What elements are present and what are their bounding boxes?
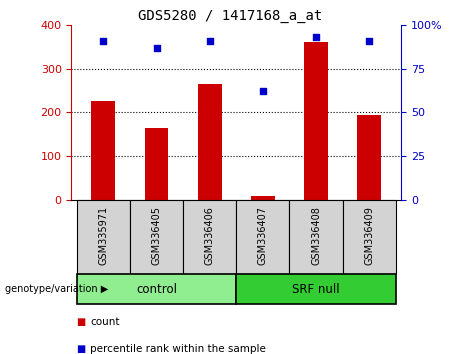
Text: ■: ■ — [76, 344, 85, 354]
Text: GSM336408: GSM336408 — [311, 206, 321, 265]
Text: GSM336405: GSM336405 — [152, 206, 161, 265]
Point — [206, 38, 213, 44]
Text: GSM336406: GSM336406 — [205, 206, 215, 265]
Bar — [77, 274, 236, 304]
Bar — [183, 200, 236, 274]
Text: SRF null: SRF null — [292, 283, 340, 296]
Bar — [77, 200, 130, 274]
Text: GSM335971: GSM335971 — [98, 206, 108, 265]
Text: GDS5280 / 1417168_a_at: GDS5280 / 1417168_a_at — [138, 9, 323, 23]
Bar — [236, 200, 290, 274]
Text: ■: ■ — [76, 317, 85, 327]
Point — [366, 38, 373, 44]
Text: count: count — [90, 317, 119, 327]
Point — [312, 34, 319, 40]
Bar — [251, 196, 275, 200]
Bar — [343, 200, 396, 274]
Bar — [236, 274, 396, 304]
Bar — [130, 200, 183, 274]
Point — [153, 45, 160, 50]
Bar — [357, 115, 381, 200]
Point — [259, 88, 266, 94]
Bar — [145, 128, 168, 200]
Bar — [198, 84, 222, 200]
Text: GSM336407: GSM336407 — [258, 206, 268, 265]
Text: genotype/variation ▶: genotype/variation ▶ — [5, 284, 108, 295]
Bar — [290, 200, 343, 274]
Text: percentile rank within the sample: percentile rank within the sample — [90, 344, 266, 354]
Point — [100, 38, 107, 44]
Text: GSM336409: GSM336409 — [364, 206, 374, 265]
Bar — [304, 42, 328, 200]
Bar — [91, 102, 115, 200]
Text: control: control — [136, 283, 177, 296]
